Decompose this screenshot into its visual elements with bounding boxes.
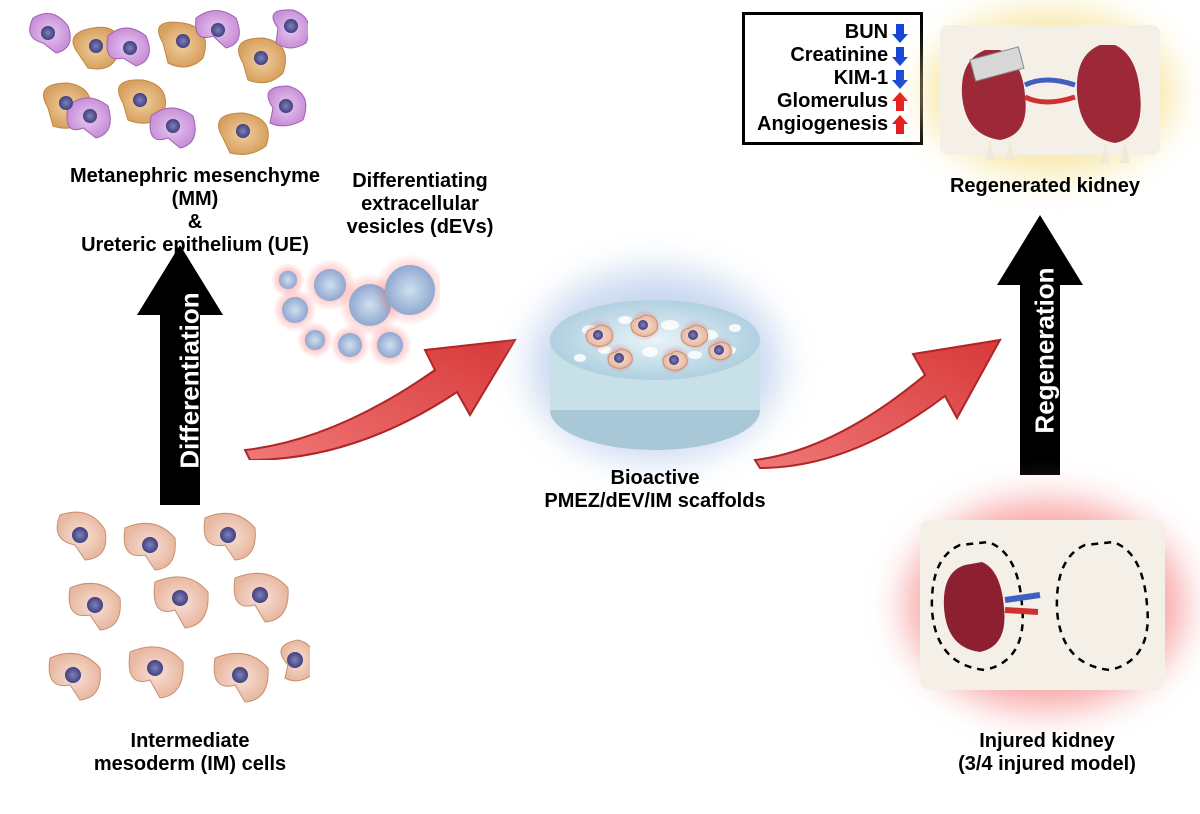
marker-angio: Angiogenesis <box>757 113 908 136</box>
injured-kidney <box>910 510 1175 705</box>
marker-bun-name: BUN <box>845 21 888 44</box>
scaffold <box>540 280 770 460</box>
mm-ue-line1: Metanephric mesenchyme (MM) <box>45 165 345 211</box>
red-arrow-2 <box>745 310 1005 470</box>
scaffold-label: Bioactive PMEZ/dEV/IM scaffolds <box>530 467 780 513</box>
up-arrow-icon <box>892 114 908 136</box>
scaffold-line2: PMEZ/dEV/IM scaffolds <box>530 490 780 513</box>
mm-ue-line2: & <box>45 211 345 234</box>
regenerated-kidney <box>930 15 1170 170</box>
marker-glom-name: Glomerulus <box>777 90 888 113</box>
marker-angio-name: Angiogenesis <box>757 113 888 136</box>
up-arrow-icon <box>892 91 908 113</box>
down-arrow-icon <box>892 68 908 90</box>
marker-kim1-name: KIM-1 <box>834 67 888 90</box>
marker-bun: BUN <box>757 21 908 44</box>
regeneration-label: Regeneration <box>1030 266 1061 436</box>
scaffold-line1: Bioactive <box>530 467 780 490</box>
marker-kim1: KIM-1 <box>757 67 908 90</box>
injured-line1: Injured kidney <box>942 730 1152 753</box>
down-arrow-icon <box>892 22 908 44</box>
marker-glom: Glomerulus <box>757 90 908 113</box>
im-cells <box>40 510 310 720</box>
mm-ue-cells <box>18 8 308 168</box>
marker-creatinine-name: Creatinine <box>790 44 888 67</box>
dev-line1: Differentiating <box>340 170 500 193</box>
red-arrow-1 <box>235 310 525 460</box>
differentiation-label: Differentiation <box>175 291 206 471</box>
dev-line3: vesicles (dEVs) <box>340 216 500 239</box>
down-arrow-icon <box>892 45 908 67</box>
injured-kidney-label: Injured kidney (3/4 injured model) <box>942 730 1152 776</box>
regen-kidney-label: Regenerated kidney <box>940 175 1150 198</box>
im-line2: mesoderm (IM) cells <box>90 753 290 776</box>
marker-creatinine: Creatinine <box>757 44 908 67</box>
injured-line2: (3/4 injured model) <box>942 753 1152 776</box>
im-line1: Intermediate <box>90 730 290 753</box>
dev-line2: extracellular <box>340 193 500 216</box>
im-cells-label: Intermediate mesoderm (IM) cells <box>90 730 290 776</box>
markers-box: BUN Creatinine KIM-1 Glomerulus Angiogen… <box>742 12 923 145</box>
mm-ue-label: Metanephric mesenchyme (MM) & Ureteric e… <box>45 165 345 257</box>
dev-label: Differentiating extracellular vesicles (… <box>340 170 500 239</box>
